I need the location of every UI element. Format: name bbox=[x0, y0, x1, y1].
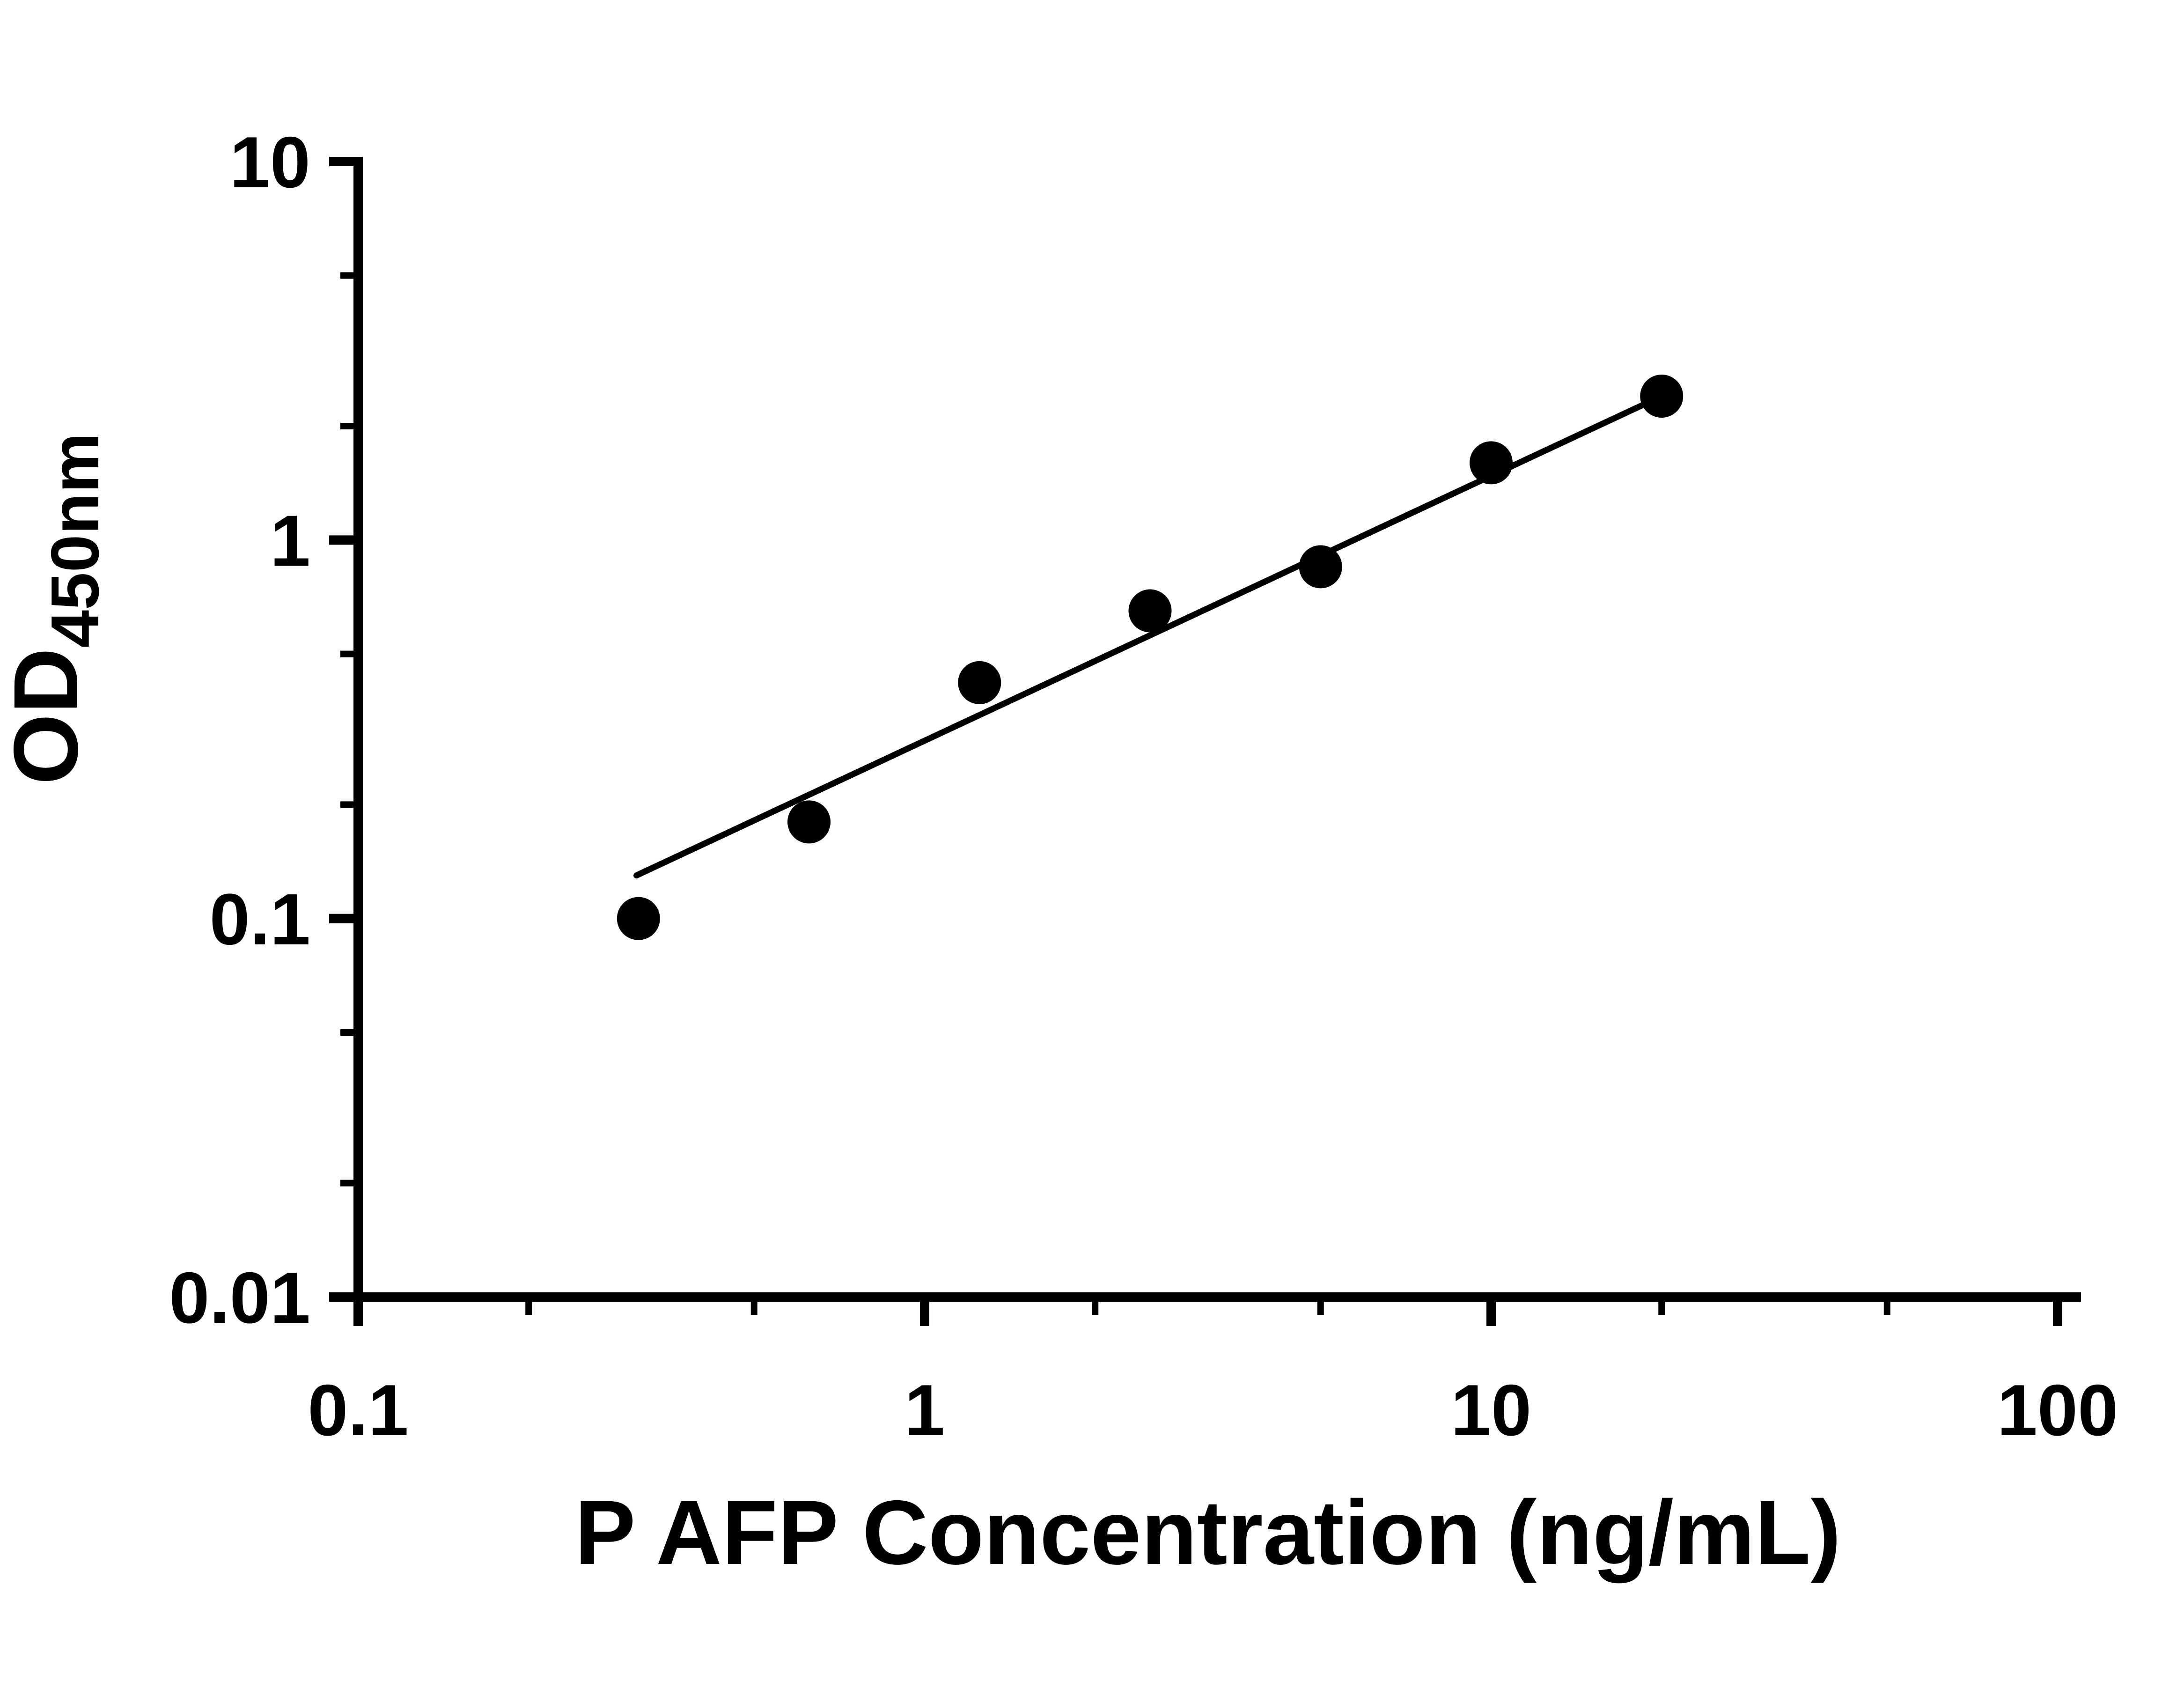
x-tick-label: 1 bbox=[904, 1370, 945, 1451]
data-point bbox=[1128, 589, 1172, 633]
data-point bbox=[1299, 545, 1342, 589]
x-axis-title: P AFP Concentration (ng/mL) bbox=[575, 1482, 1841, 1584]
x-tick-label: 10 bbox=[1451, 1370, 1531, 1451]
y-tick-label: 1 bbox=[270, 500, 310, 581]
y-tick-label: 0.1 bbox=[210, 879, 310, 960]
y-tick-label: 0.01 bbox=[169, 1257, 310, 1338]
data-point bbox=[617, 897, 660, 940]
x-tick-label: 100 bbox=[1997, 1370, 2118, 1451]
series-layer bbox=[617, 374, 1684, 940]
x-tick-label: 0.1 bbox=[308, 1370, 408, 1451]
axes-layer: 0.1 1 10 100 0.01 0.1 1 10 bbox=[169, 122, 2118, 1451]
y-tick-label: 10 bbox=[230, 122, 310, 203]
data-point bbox=[1470, 441, 1513, 485]
y-axis-title-subscript: 450nm bbox=[37, 433, 113, 648]
data-point bbox=[958, 661, 1001, 704]
y-axis-title: OD450nm bbox=[0, 433, 113, 785]
data-point bbox=[787, 800, 831, 844]
y-axis-title-main: OD bbox=[0, 648, 97, 785]
data-point bbox=[1640, 374, 1684, 418]
